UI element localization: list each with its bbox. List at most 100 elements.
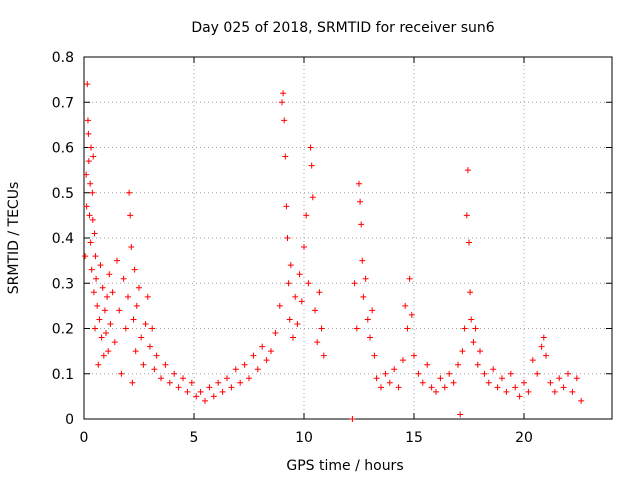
data-point xyxy=(122,325,129,332)
data-point xyxy=(294,320,301,327)
data-point xyxy=(162,361,169,368)
data-point xyxy=(529,357,536,364)
data-point xyxy=(140,361,147,368)
y-axis-label: SRMTID / TECUs xyxy=(6,182,22,295)
data-point xyxy=(250,352,257,359)
data-point xyxy=(88,144,95,151)
data-point xyxy=(446,370,453,377)
data-point xyxy=(263,357,270,364)
data-point xyxy=(573,375,580,382)
data-point xyxy=(87,239,94,246)
data-point xyxy=(296,271,303,278)
data-point xyxy=(166,379,173,386)
data-point xyxy=(228,384,235,391)
data-point xyxy=(268,348,274,355)
data-point xyxy=(84,81,91,88)
data-point xyxy=(467,289,474,296)
data-point xyxy=(560,384,567,391)
data-point xyxy=(147,343,153,350)
y-tick-label: 0.4 xyxy=(52,231,74,247)
y-tick-label: 0.6 xyxy=(52,141,74,157)
data-point xyxy=(470,339,477,346)
data-point xyxy=(283,203,290,210)
data-point xyxy=(87,180,94,187)
data-point xyxy=(83,203,90,210)
data-point xyxy=(84,117,91,124)
data-point xyxy=(466,239,472,246)
data-point xyxy=(100,352,107,359)
data-point xyxy=(494,384,501,391)
data-point xyxy=(521,379,527,386)
data-point xyxy=(197,388,204,395)
data-point xyxy=(353,325,360,332)
data-point xyxy=(503,388,510,395)
data-point xyxy=(362,275,369,282)
data-point xyxy=(411,352,417,359)
data-point xyxy=(151,366,158,373)
data-point xyxy=(92,325,98,332)
data-point xyxy=(565,370,571,377)
data-point xyxy=(428,384,435,391)
data-point xyxy=(395,384,402,391)
data-point xyxy=(308,162,315,169)
data-point xyxy=(359,257,366,264)
data-point xyxy=(292,293,299,300)
data-point xyxy=(232,366,239,373)
data-point xyxy=(131,266,138,273)
data-point xyxy=(188,379,195,386)
data-point xyxy=(298,298,305,305)
x-axis: 0 5 10 15 20 xyxy=(80,57,533,446)
data-point xyxy=(175,384,182,391)
data-point xyxy=(318,325,325,332)
data-point xyxy=(457,411,464,418)
data-points xyxy=(82,81,585,422)
data-point xyxy=(472,325,479,332)
data-point xyxy=(94,302,101,309)
data-point xyxy=(215,379,222,386)
data-point xyxy=(184,388,191,395)
data-point xyxy=(193,393,200,400)
data-point xyxy=(136,284,142,291)
data-point xyxy=(149,325,156,332)
data-point xyxy=(459,348,466,355)
data-point xyxy=(402,302,409,309)
data-point xyxy=(107,320,114,327)
data-point xyxy=(93,275,100,282)
data-point xyxy=(543,352,549,359)
data-point xyxy=(455,361,461,368)
data-point xyxy=(578,397,585,404)
data-point xyxy=(88,266,95,273)
data-point xyxy=(237,379,244,386)
data-point xyxy=(210,393,217,400)
data-point xyxy=(474,361,481,368)
data-point xyxy=(525,388,532,395)
data-point xyxy=(202,397,208,404)
data-point xyxy=(307,144,314,151)
data-point xyxy=(433,388,439,395)
data-point xyxy=(97,262,104,269)
data-point xyxy=(358,221,365,228)
data-point xyxy=(86,212,93,219)
data-point xyxy=(180,375,186,382)
data-point xyxy=(534,370,541,377)
data-point xyxy=(109,289,116,296)
data-point xyxy=(312,307,318,314)
data-point xyxy=(171,370,178,377)
grid-lines xyxy=(84,57,612,419)
data-point xyxy=(507,370,514,377)
data-point xyxy=(279,99,285,106)
data-point xyxy=(540,334,547,341)
data-point xyxy=(360,293,367,300)
data-point xyxy=(259,343,266,350)
data-point xyxy=(133,302,140,309)
data-point xyxy=(158,375,164,382)
data-point xyxy=(382,370,389,377)
data-point xyxy=(499,375,505,382)
data-point xyxy=(129,379,136,386)
data-point xyxy=(349,416,356,422)
data-point xyxy=(303,212,310,219)
data-point xyxy=(98,334,105,341)
data-point xyxy=(356,180,362,187)
data-point xyxy=(126,189,133,196)
data-point xyxy=(490,366,497,373)
